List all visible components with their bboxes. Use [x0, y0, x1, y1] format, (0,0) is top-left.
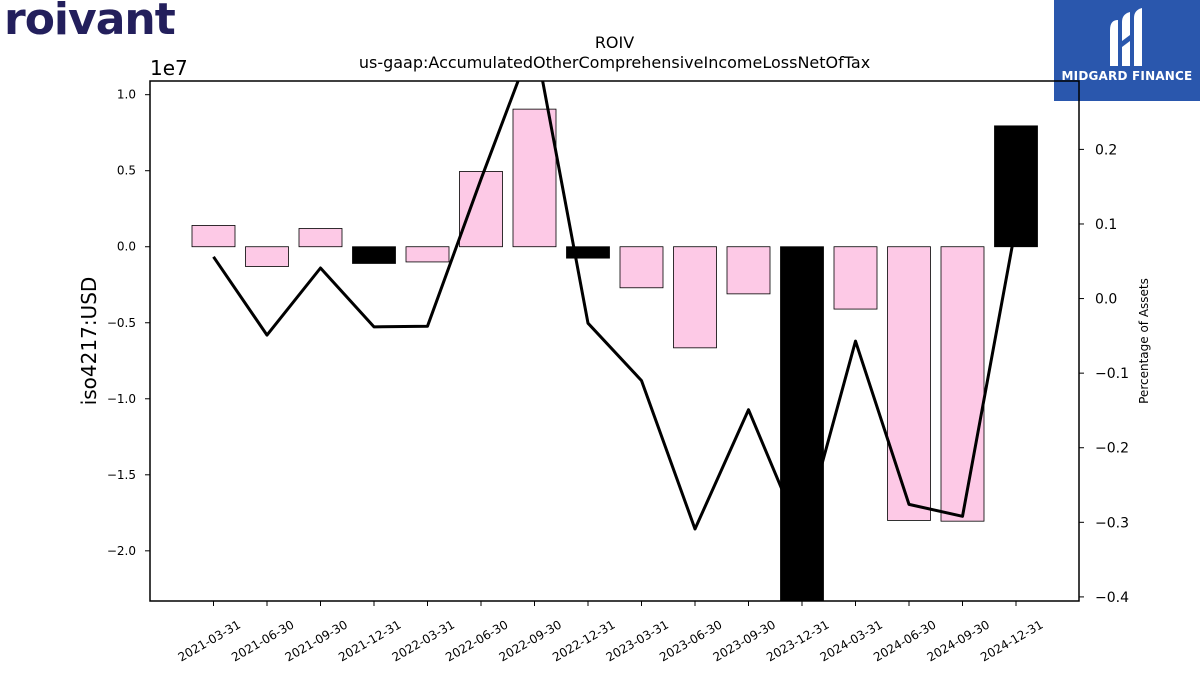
bar-2021-09-30 — [298, 228, 343, 248]
y2-axis-label: Percentage of Assets — [1137, 278, 1151, 404]
x-axis: 2021-03-312021-06-302021-09-302021-12-31… — [176, 601, 1046, 664]
bar-2023-12-31 — [780, 246, 824, 601]
bars-group — [191, 108, 1038, 601]
y-axis: 1.0 0.5 0.0 −0.5 −1.0 −1.5 −2.0 — [107, 88, 150, 558]
line-group — [212, 81, 1018, 539]
y-tick-label: −0.5 — [107, 316, 136, 330]
bar-2021-12-31 — [352, 246, 396, 264]
y2-tick-label: 0.0 — [1095, 292, 1117, 308]
y2-tick-label: −0.3 — [1095, 515, 1129, 531]
bar-2022-12-31 — [566, 246, 610, 259]
y2-tick-label: −0.4 — [1095, 590, 1129, 606]
bar-2023-09-30 — [726, 246, 771, 295]
bar-2024-03-31 — [833, 246, 878, 310]
bar-2021-06-30 — [245, 246, 289, 267]
y2-tick-label: −0.2 — [1095, 441, 1129, 457]
bar-2023-06-30 — [673, 246, 717, 349]
bar-2024-09-30 — [940, 246, 985, 522]
bar-2023-03-31 — [619, 246, 664, 289]
bar-2022-06-30 — [459, 171, 503, 248]
roivant-logo: roivant — [4, 0, 176, 45]
percentage-of-assets-line — [212, 81, 1018, 539]
chart-title: ROIV — [595, 33, 634, 52]
y-tick-label: 1.0 — [117, 88, 136, 102]
y2-tick-label: −0.1 — [1095, 366, 1129, 382]
y-tick-label: −1.5 — [107, 468, 136, 482]
y2-tick-label: 0.2 — [1095, 142, 1117, 158]
y-tick-label: 0.5 — [117, 164, 136, 178]
bar-2022-03-31 — [405, 246, 450, 263]
midgard-logo-icon — [1110, 8, 1142, 66]
midgard-finance-logo: MIDGARD FINANCE — [1054, 0, 1200, 101]
y-axis-exponent: 1e7 — [150, 56, 188, 80]
y-tick-label: 0.0 — [117, 240, 136, 254]
y-tick-label: −1.0 — [107, 392, 136, 406]
y2-axis: 0.2 0.1 0.0 −0.1 −0.2 −0.3 −0.4 — [1079, 142, 1129, 606]
bar-2021-03-31 — [191, 225, 236, 248]
y-tick-label: −2.0 — [107, 544, 136, 558]
chart-subtitle: us-gaap:AccumulatedOtherComprehensiveInc… — [359, 53, 870, 72]
bar-2022-09-30 — [512, 108, 557, 248]
plot-frame — [149, 80, 1080, 602]
midgard-logo-text: MIDGARD FINANCE — [1061, 69, 1193, 83]
y-axis-label: iso4217:USD — [77, 277, 101, 406]
bar-2024-06-30 — [887, 246, 931, 521]
y2-tick-label: 0.1 — [1095, 217, 1117, 233]
